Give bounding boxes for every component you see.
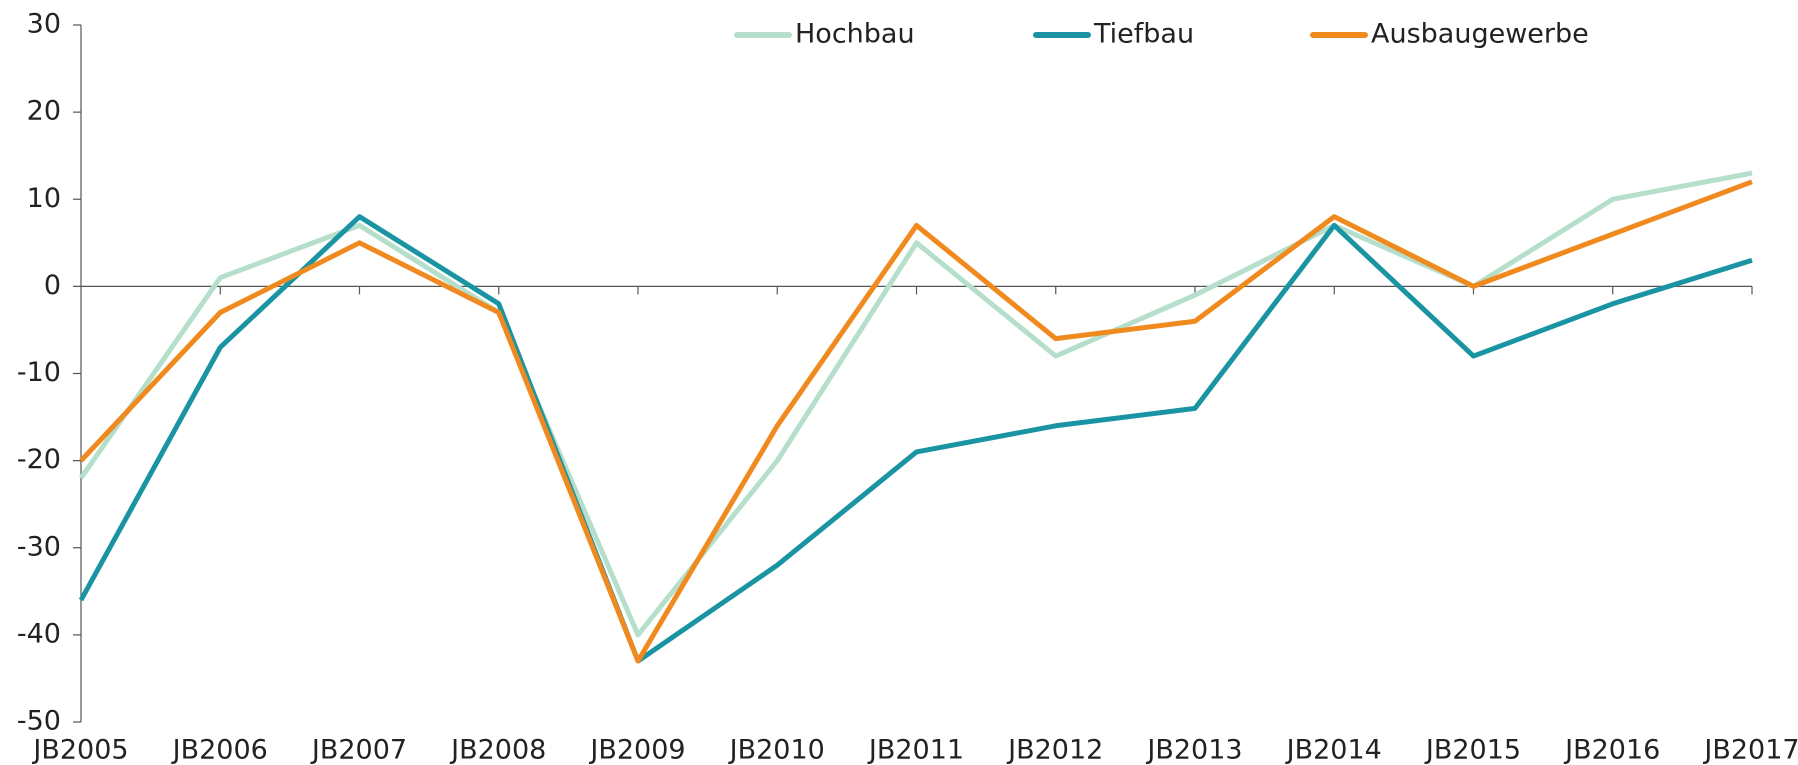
y-tick-label: -40 bbox=[17, 618, 61, 649]
x-tick-label: JB2013 bbox=[1145, 735, 1242, 765]
x-tick-label: JB2006 bbox=[171, 735, 268, 765]
x-tick-label: JB2008 bbox=[449, 735, 546, 765]
y-tick-label: -30 bbox=[17, 531, 61, 562]
series-line bbox=[79, 179, 1753, 664]
x-tick-label: JB2007 bbox=[310, 735, 407, 765]
x-tick-label: JB2017 bbox=[1702, 735, 1798, 765]
x-tick-label: JB2009 bbox=[588, 735, 685, 765]
x-tick-label: JB2005 bbox=[31, 735, 128, 765]
y-tick-label: -50 bbox=[17, 706, 61, 737]
y-tick-label: -10 bbox=[17, 357, 61, 388]
x-tick-label: JB2012 bbox=[1006, 735, 1103, 765]
x-tick-label: JB2011 bbox=[867, 735, 964, 765]
legend-label: Ausbaugewerbe bbox=[1371, 19, 1589, 50]
y-tick-label: 10 bbox=[27, 183, 61, 214]
legend-label: Hochbau bbox=[795, 19, 915, 50]
x-tick-label: JB2015 bbox=[1424, 735, 1521, 765]
y-tick-label: 20 bbox=[27, 96, 61, 127]
series-line bbox=[78, 214, 1753, 664]
x-tick-label: JB2016 bbox=[1563, 735, 1660, 765]
x-tick-label: JB2010 bbox=[728, 735, 825, 765]
y-tick-label: 0 bbox=[44, 270, 61, 301]
y-tick-label: 30 bbox=[27, 9, 61, 40]
x-tick-label: JB2014 bbox=[1285, 735, 1382, 765]
legend-label: Tiefbau bbox=[1093, 19, 1194, 50]
y-tick-label: -20 bbox=[17, 444, 61, 475]
